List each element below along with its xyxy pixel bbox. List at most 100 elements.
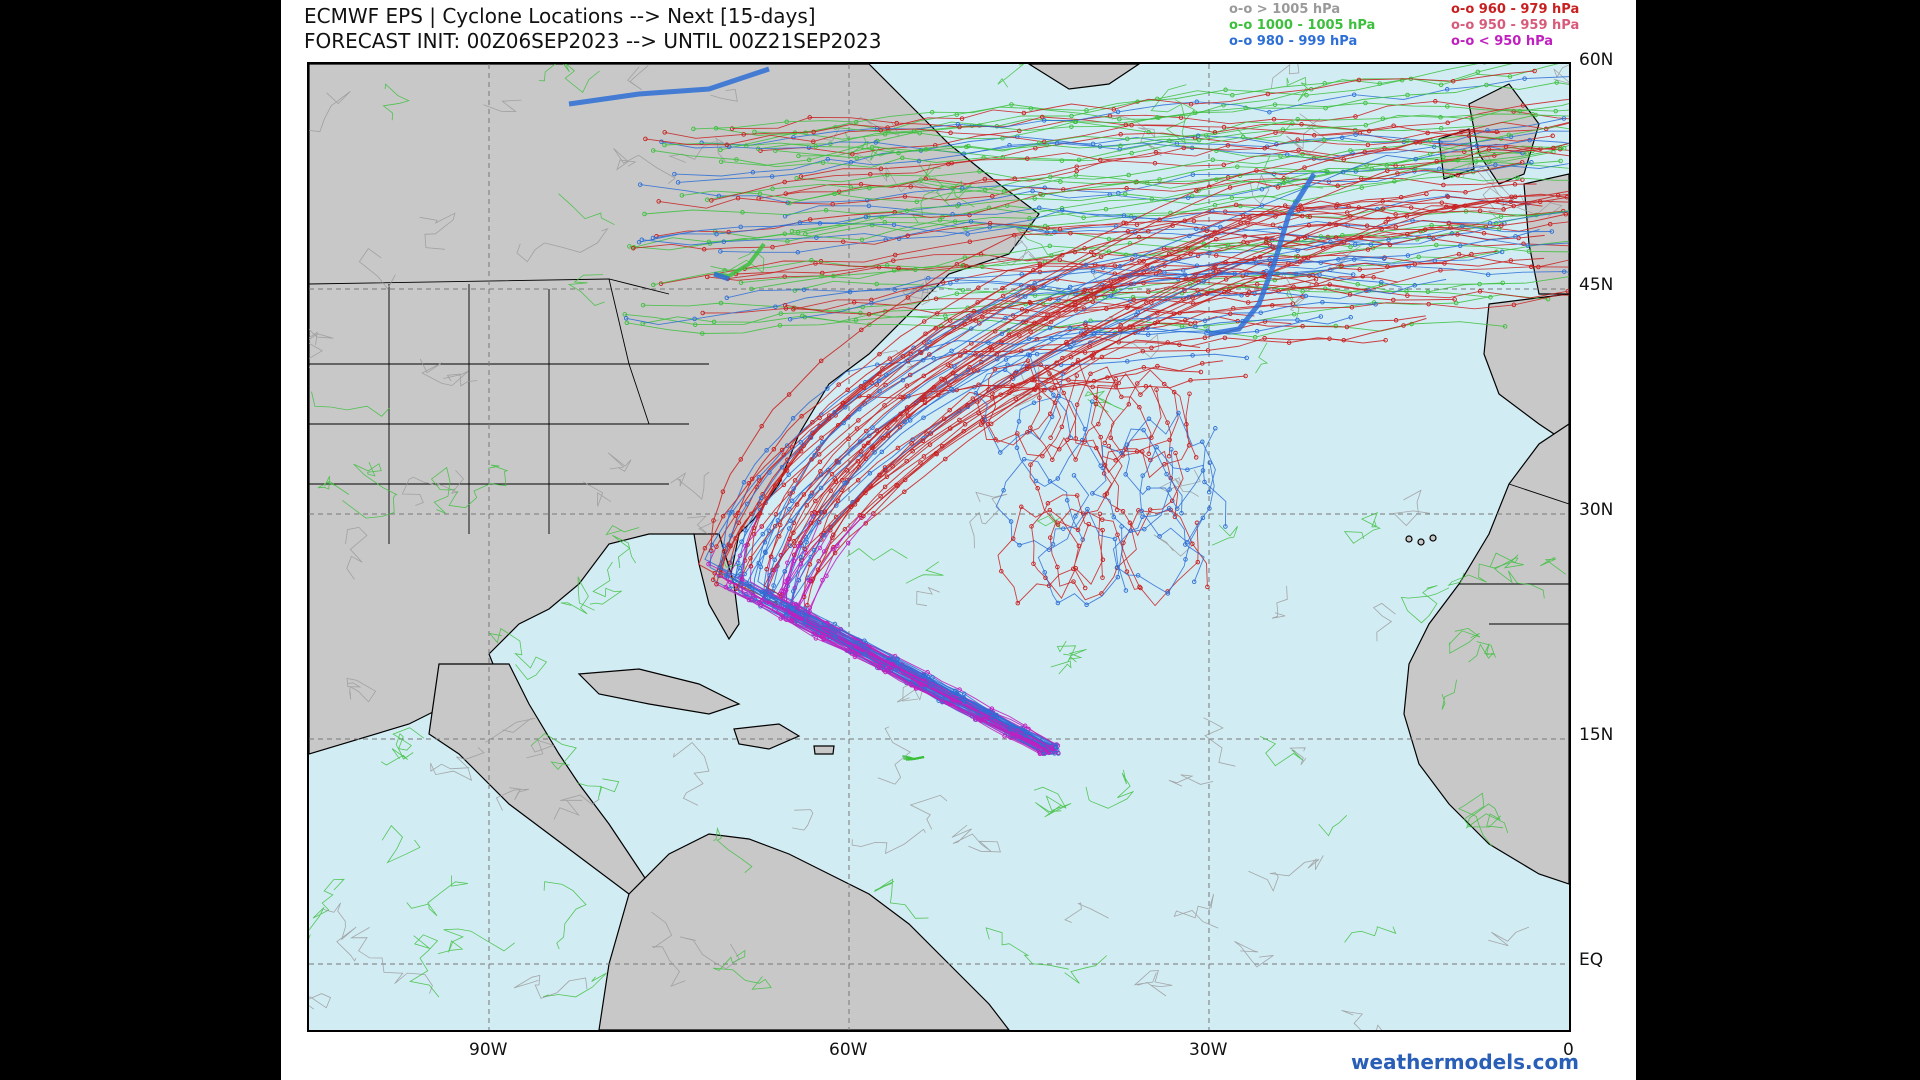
track-point [1067, 325, 1073, 331]
track-line [1482, 187, 1506, 226]
track-point [1455, 232, 1460, 237]
track-point [973, 391, 979, 396]
track-point [1446, 220, 1452, 226]
track-line [1037, 508, 1127, 606]
track-point [1484, 82, 1489, 88]
track-point [1188, 101, 1194, 107]
track-point [933, 296, 939, 301]
track-point [798, 174, 804, 179]
track-line [401, 470, 465, 506]
track-line [791, 175, 1569, 232]
track-point [884, 263, 890, 268]
track-line [661, 134, 1523, 155]
track-point [1183, 542, 1188, 547]
track-point [891, 268, 897, 273]
track-point [857, 512, 863, 518]
track-point [1285, 176, 1290, 182]
track-point [1335, 183, 1340, 189]
track-line [1064, 955, 1108, 984]
track-line [780, 542, 1054, 751]
track-point [954, 261, 960, 267]
track-point [1529, 160, 1534, 165]
track-point [1047, 371, 1052, 376]
florida-land [693, 533, 740, 641]
track-point [831, 273, 836, 279]
track-point [1445, 194, 1451, 199]
track-point [1165, 420, 1170, 425]
track-point [1206, 250, 1212, 256]
track-point [859, 449, 864, 454]
credit-link[interactable]: weathermodels.com [1351, 1050, 1580, 1074]
track-line [810, 317, 1427, 582]
track-point [1463, 190, 1468, 195]
track-point [1323, 286, 1328, 291]
track-point [1371, 275, 1376, 280]
track-point [1140, 348, 1146, 354]
track-line [765, 495, 1056, 748]
track-point [691, 126, 696, 132]
track-point [1322, 81, 1327, 86]
track-line [538, 64, 600, 94]
track-point [808, 435, 814, 440]
track-point [957, 417, 962, 423]
track-line [652, 222, 1505, 246]
track-point [1123, 588, 1129, 593]
track-point [1037, 269, 1043, 275]
track-point [1295, 137, 1300, 142]
track-point [1295, 317, 1300, 323]
track-line [757, 130, 1501, 517]
track-point [1140, 514, 1145, 520]
track-point [779, 447, 785, 453]
track-point [748, 564, 754, 569]
track-point [1076, 157, 1082, 163]
track-point [804, 539, 809, 545]
track-line [1289, 747, 1307, 766]
track-point [1271, 116, 1277, 122]
track-line [710, 249, 765, 274]
legend-item-lt950: o-o < 950 hPa [1451, 34, 1554, 49]
track-line [1343, 511, 1381, 544]
track-point [807, 605, 813, 610]
track-point [1012, 176, 1017, 181]
track-line [613, 148, 676, 185]
track-point [787, 506, 792, 512]
track-line [641, 195, 1529, 246]
track-point [1037, 395, 1042, 400]
track-point [1365, 247, 1371, 252]
track-line [642, 315, 1506, 338]
track-point [764, 588, 769, 594]
map-area[interactable] [307, 62, 1571, 1032]
track-point [1176, 410, 1181, 416]
track-point [1303, 293, 1309, 299]
track-point [1223, 277, 1229, 282]
track-point [1003, 357, 1009, 362]
track-point [727, 579, 733, 585]
track-line [797, 534, 1053, 748]
track-point [802, 619, 807, 625]
track-point [1039, 114, 1045, 120]
track-line [805, 126, 1569, 235]
track-point [1513, 194, 1518, 200]
track-point [1166, 506, 1172, 511]
track-point [999, 568, 1004, 574]
track-point [884, 172, 890, 178]
track-line [874, 878, 929, 919]
track-point [1009, 102, 1014, 107]
track-point [1347, 213, 1353, 219]
track-point [1212, 202, 1218, 208]
track-point [1142, 526, 1147, 532]
track-point [821, 549, 827, 554]
track-point [909, 441, 914, 446]
track-point [1112, 263, 1118, 268]
track-point [832, 621, 838, 627]
track-point [960, 263, 965, 269]
track-point [850, 151, 855, 157]
track-point [772, 483, 778, 489]
track-point [1019, 307, 1025, 312]
track-point [1297, 259, 1303, 265]
track-point [1191, 579, 1197, 585]
track-point [1100, 527, 1105, 533]
track-point [724, 295, 730, 301]
track-point [1359, 185, 1364, 190]
track-point [1052, 751, 1057, 756]
